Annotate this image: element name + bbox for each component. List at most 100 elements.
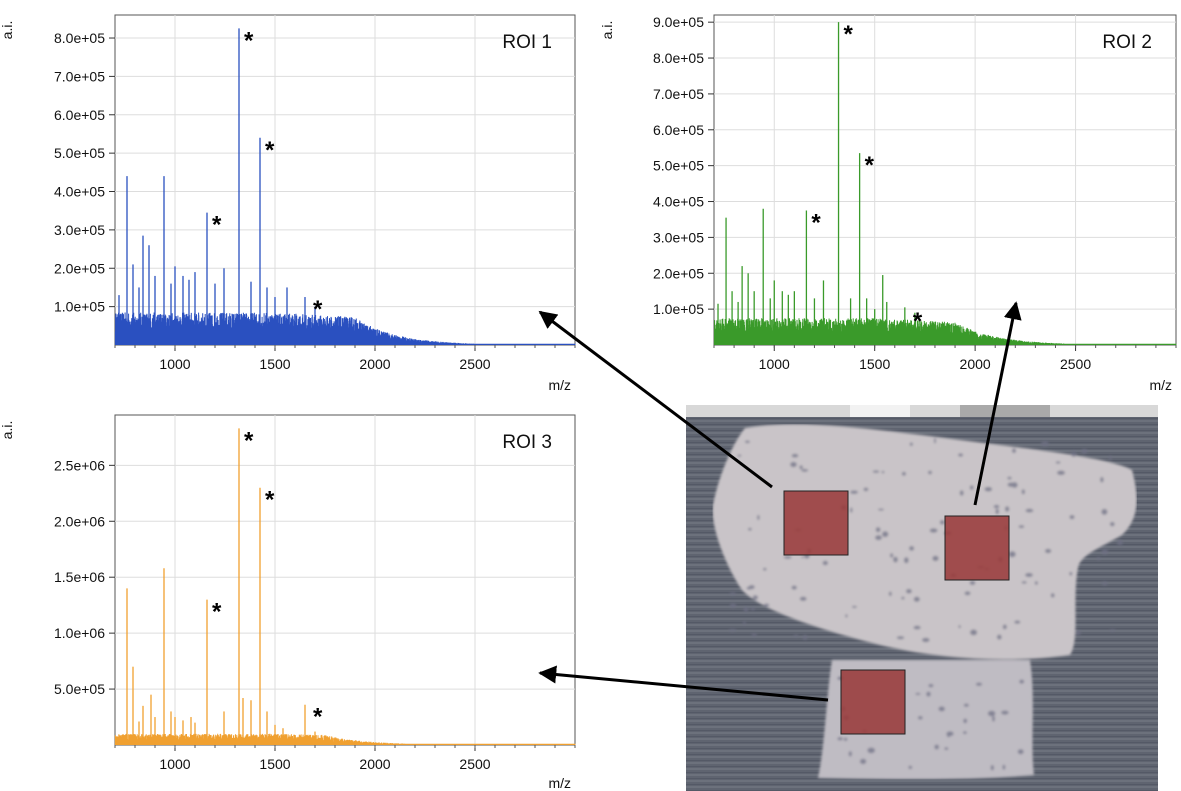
tissue-spot [997,634,1002,640]
photo-top-dark [960,405,1050,417]
tissue-spot [915,692,921,695]
tissue-spot [1001,710,1009,715]
y-tick-label: 5.0e+05 [54,681,105,697]
tissue-spot [882,531,889,538]
photo-top-highlight [850,405,910,417]
tissue-spot [793,634,799,638]
tissue-spot [752,595,758,600]
tissue-spot [1002,624,1007,630]
roi-1-region [783,490,849,556]
x-axis-label: m/z [1149,377,1172,393]
peak-star: * [265,137,275,164]
tissue-spot [939,520,945,525]
tissue-spot [1034,581,1038,585]
tissue-spot [1057,470,1065,475]
roi-2-region [944,515,1010,581]
tissue-spot [922,637,930,643]
y-tick-label: 4.0e+05 [54,184,105,200]
tissue-spot [790,461,797,468]
roi-title: ROI 3 [502,432,552,453]
tissue-spot [913,625,921,630]
y-tick-label: 2.0e+05 [653,265,704,281]
y-tick-label: 8.0e+05 [653,50,704,66]
roi-title: ROI 1 [502,32,552,53]
tissue-spot [963,731,967,734]
tissue-spot [901,471,906,476]
x-axis-label: m/z [548,775,571,791]
x-tick-label: 1000 [159,756,190,772]
tissue-spot [1005,506,1010,512]
tissue-spot [850,507,853,513]
y-tick-label: 3.0e+05 [54,222,105,238]
y-tick-label: 2.0e+05 [54,260,105,276]
tissue-spot [1018,525,1025,528]
x-tick-label: 1000 [759,356,790,372]
y-tick-label: 6.0e+05 [653,122,704,138]
x-tick-label: 2000 [359,756,390,772]
tissue-spot [1014,620,1021,624]
y-tick-label: 7.0e+05 [653,86,704,102]
tissue-spot [881,470,885,474]
tissue-spot [799,465,803,470]
tissue-spot [946,731,954,736]
tissue-spot [863,487,869,492]
tissue-spot [1025,573,1033,577]
tissue-spot [1109,455,1112,461]
x-tick-label: 2500 [459,356,490,372]
plot-frame [114,14,576,346]
y-tick-label: 3.0e+05 [653,229,704,245]
tissue-spot [1070,451,1077,457]
tissue-spot [963,703,969,707]
y-tick-label: 8.0e+05 [54,30,105,46]
tissue-spot [964,591,971,596]
tissue-spot [928,470,932,475]
tissue-spot [969,580,976,586]
x-tick-label: 2000 [960,356,991,372]
plot-frame [114,414,576,746]
tissue-spot [791,585,797,590]
spectrum-noise [114,733,576,745]
plot-frame [713,14,1177,346]
x-tick-label: 2500 [459,756,490,772]
tissue-spot [848,751,852,757]
tissue-spot [1109,629,1116,632]
tissue-spot [728,629,737,632]
tissue-spot [913,596,920,602]
tissue-spot [763,603,770,607]
y-tick-label: 4.0e+05 [653,194,704,210]
y-tick-label: 1.0e+05 [54,299,105,315]
x-tick-label: 1500 [259,356,290,372]
tissue-spot [1045,548,1052,554]
x-tick-label: 2500 [1060,356,1091,372]
tissue-spot [987,710,996,717]
peak-star: * [844,21,854,48]
roi-3-spectrum: 1000 1500 2000 2500 5.0e+05 1.0e+06 1.5e+06 2.0… [0,414,576,791]
arrow-roi-2 [973,301,1022,506]
photo-top-strip [686,405,1158,417]
y-tick-label: 5.0e+05 [54,145,105,161]
tissue-spot [959,490,964,496]
tissue-spot [993,504,1000,509]
tissue-spot [748,585,755,590]
x-axis-label: m/z [548,377,571,393]
tissue-spot [757,515,760,520]
y-tick-label: 2.0e+06 [54,513,105,529]
spectrum-series [114,428,576,745]
tissue-spot [763,567,767,571]
tissue-spot [743,606,749,613]
tissue-spot [1025,508,1034,513]
spectrum-noise [114,312,576,345]
tissue-spot [995,508,999,515]
roi-2-spectrum: 1000 1500 2000 2500 1.0e+05 2.0e+05 3.0e+05 4.0… [599,14,1177,393]
peak-star: * [913,308,923,335]
tissue-spot [783,556,792,559]
y-axis-label: a.i. [599,21,615,40]
arrow-roi-1 [538,310,773,489]
tissue-spot [745,440,750,444]
peak-star: * [865,152,875,179]
tissue-spot [909,442,913,446]
tissue-spot [1008,551,1016,558]
y-tick-label: 2.5e+06 [54,457,105,473]
tissue-spot [934,438,936,444]
